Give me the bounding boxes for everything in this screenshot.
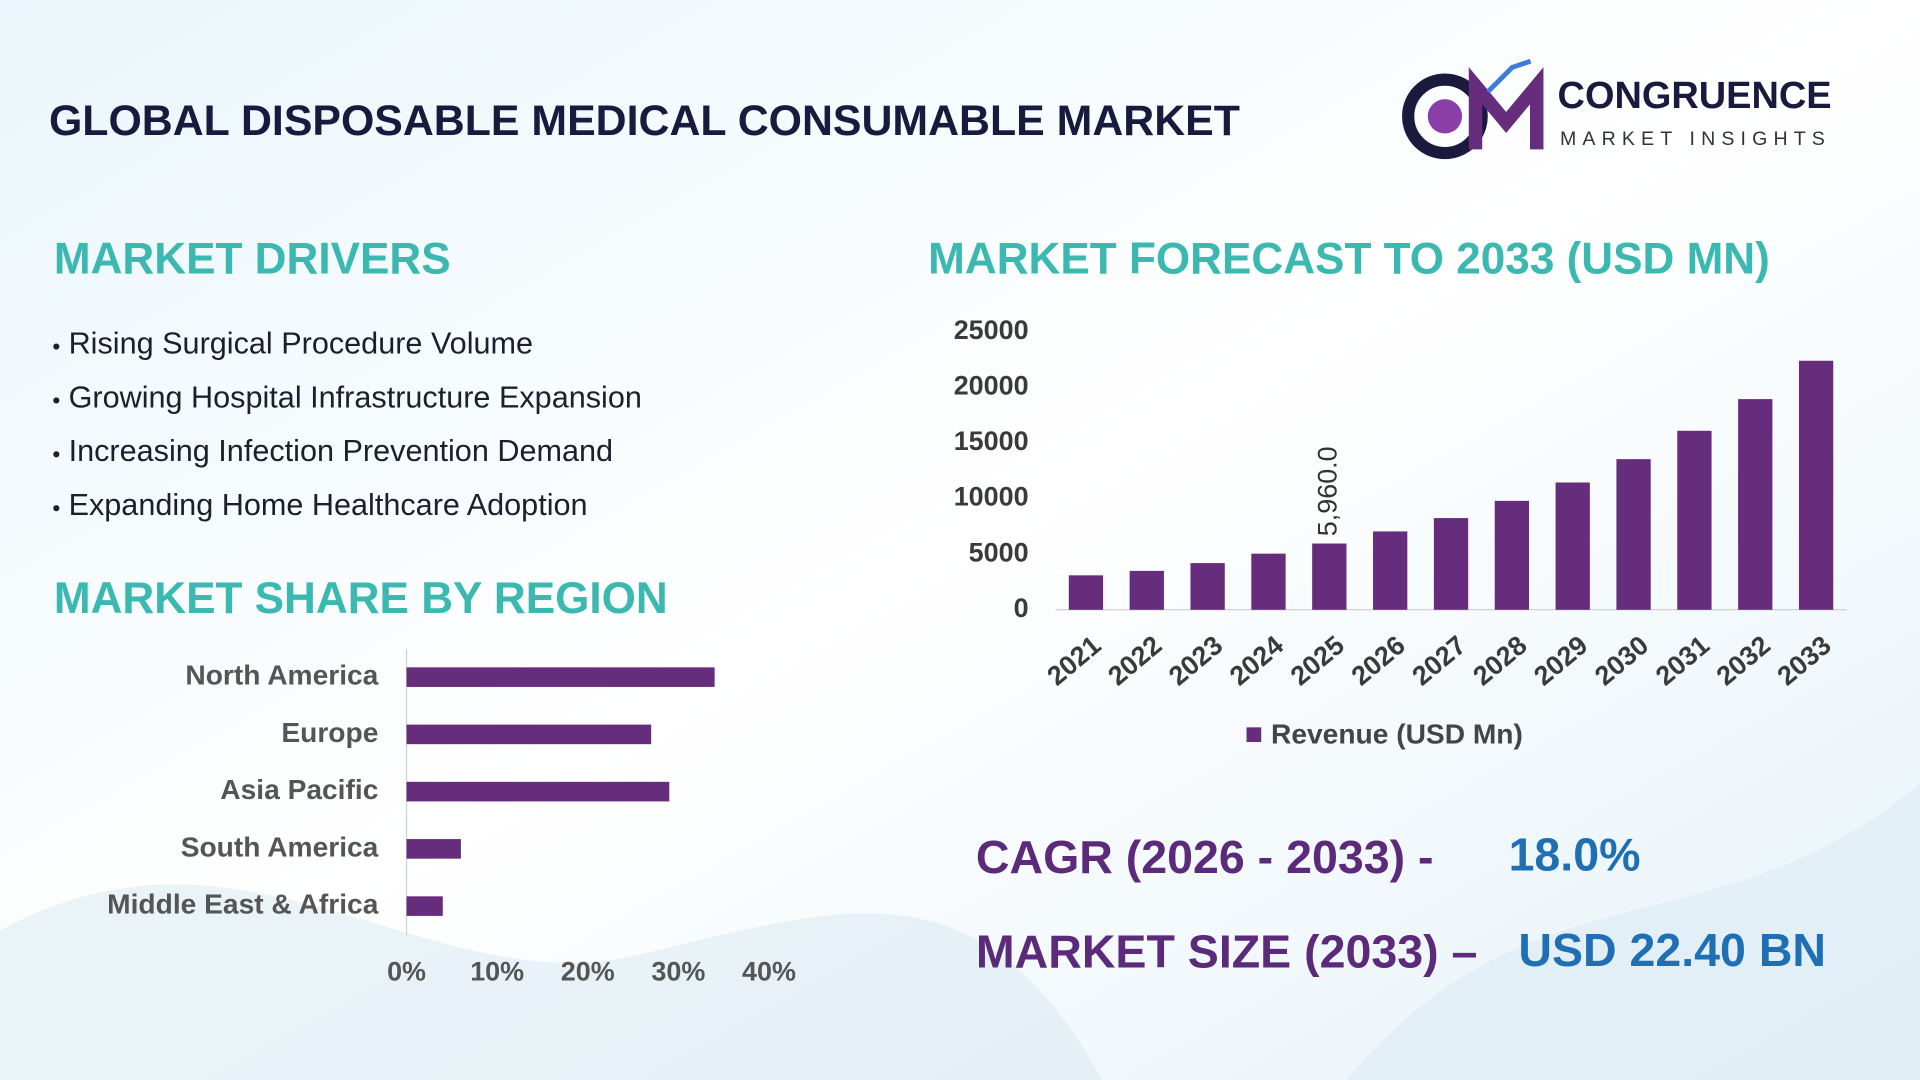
driver-item: Expanding Home Healthcare Adoption (69, 488, 588, 522)
bullet (53, 397, 60, 404)
y-tick-label: 15000 (954, 426, 1029, 456)
logo-mark (1486, 58, 1532, 94)
metric-label: MARKET SIZE (2033) – (976, 925, 1477, 977)
bar (1373, 531, 1408, 610)
drivers-list: Rising Surgical Procedure Volume Growing … (53, 326, 642, 522)
y-tick-label: 5000 (969, 537, 1029, 567)
x-tick-label: 40% (742, 957, 796, 987)
bar (1616, 459, 1651, 610)
x-tick-label: 30% (651, 957, 705, 987)
x-tick-label: 10% (470, 957, 524, 987)
bar (1251, 553, 1286, 610)
bar (406, 839, 461, 859)
y-tick-label: Middle East & Africa (107, 889, 379, 920)
legend-label: Revenue (USD Mn) (1271, 718, 1523, 749)
y-tick-label: 25000 (954, 315, 1029, 345)
y-tick-label: 10000 (954, 482, 1029, 512)
decor-wave (0, 884, 1103, 1080)
bar (1312, 543, 1347, 610)
y-tick-label: South America (181, 831, 379, 862)
logo: CONGRUENCE MARKET INSIGHTS (1402, 58, 1832, 160)
bar (1798, 360, 1834, 610)
data-label: 5,960.0 (1312, 446, 1342, 536)
metric-label: CAGR (2026 - 2033) - (976, 831, 1434, 883)
x-tick-label: 0% (387, 957, 426, 987)
bar (1190, 563, 1225, 610)
driver-item: Rising Surgical Procedure Volume (69, 326, 533, 360)
bar (1433, 518, 1469, 610)
x-tick-label: 20% (561, 957, 615, 987)
bar (406, 896, 443, 916)
y-tick-label: Europe (281, 717, 378, 748)
bullet (53, 343, 60, 350)
decor-wave (1346, 783, 1920, 1080)
bar (406, 724, 652, 745)
logo-name: CONGRUENCE (1558, 75, 1832, 117)
y-tick-label: 20000 (954, 371, 1029, 401)
driver-item: Increasing Infection Prevention Demand (69, 434, 613, 468)
logo-mark (1468, 67, 1544, 150)
y-tick-label: Asia Pacific (220, 774, 378, 805)
bar (1494, 500, 1530, 610)
section-title: MARKET DRIVERS (54, 235, 451, 284)
bar (1677, 430, 1712, 610)
y-tick-label: North America (185, 660, 378, 691)
bar (1129, 570, 1164, 610)
section-title: MARKET FORECAST TO 2033 (USD MN) (928, 235, 1770, 284)
page-title: GLOBAL DISPOSABLE MEDICAL CONSUMABLE MAR… (49, 97, 1240, 145)
y-tick-label: 0 (1014, 593, 1029, 623)
section-title: MARKET SHARE BY REGION (54, 574, 668, 623)
legend-swatch (1246, 727, 1262, 743)
logo-mark (1427, 99, 1463, 134)
bar (406, 667, 715, 687)
logo-tagline: MARKET INSIGHTS (1560, 128, 1831, 150)
bar (406, 781, 670, 802)
bullet (53, 451, 60, 458)
driver-item: Growing Hospital Infrastructure Expansio… (69, 380, 642, 414)
bullet (53, 505, 60, 512)
bar (1738, 399, 1773, 610)
bar (1068, 575, 1104, 610)
metric-value: 18.0% (1509, 829, 1641, 881)
metric-value: USD 22.40 BN (1518, 924, 1826, 976)
bar (1555, 482, 1590, 610)
